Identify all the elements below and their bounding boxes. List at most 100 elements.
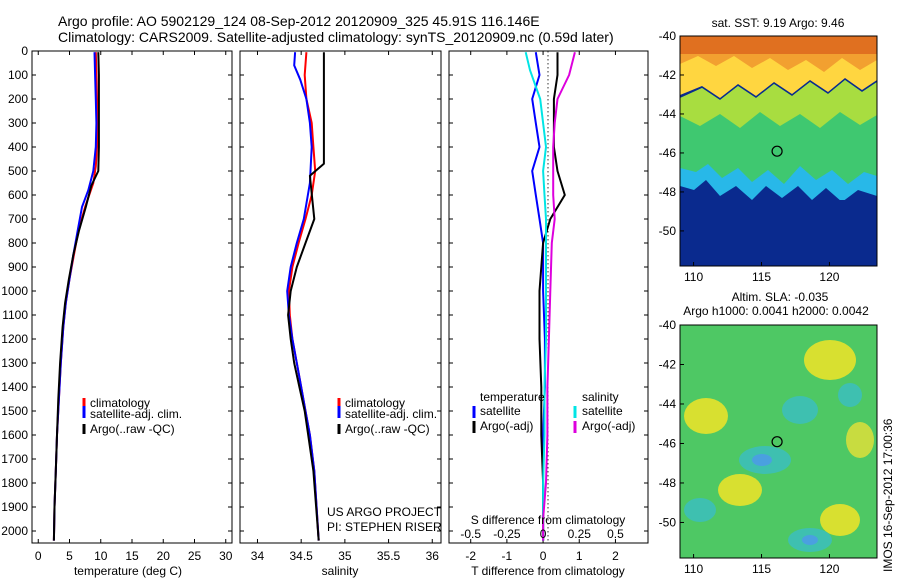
upper-x-tick-label: 0.25 bbox=[568, 527, 592, 541]
map-x-tick-label: 110 bbox=[684, 270, 703, 284]
map-x-tick-label: 115 bbox=[752, 270, 771, 284]
legend-label-argo: Argo(..raw -QC) bbox=[345, 422, 430, 436]
sst-yellowgreen-band bbox=[680, 80, 877, 128]
salinity-axes-box bbox=[239, 50, 442, 544]
y-tick-label: 0 bbox=[21, 44, 28, 58]
y-tick-label: 300 bbox=[8, 116, 28, 130]
map-x-tick-label: 110 bbox=[684, 562, 703, 576]
y-tick-label: 200 bbox=[8, 92, 28, 106]
legend-label-t-argo: Argo(-adj) bbox=[480, 419, 533, 433]
y-tick-label: 100 bbox=[8, 68, 28, 82]
sst-heatmap bbox=[680, 36, 877, 266]
map-x-tick-label: 120 bbox=[819, 562, 839, 576]
upper-x-tick-label: 0.5 bbox=[607, 527, 624, 541]
map-y-tick-label: -40 bbox=[659, 29, 677, 43]
temperature-legend: climatology satellite-adj. clim. Argo(..… bbox=[82, 396, 182, 436]
y-tick-label: 1400 bbox=[1, 380, 28, 394]
map-y-tick-label: -44 bbox=[659, 107, 677, 121]
sst-cold-band bbox=[680, 180, 877, 202]
sla-map-title-line-1: Altim. SLA: -0.035 bbox=[732, 290, 829, 304]
upper-x-tick-label: -0.25 bbox=[493, 527, 521, 541]
sla-yellow-patch bbox=[820, 504, 860, 536]
sla-blue-patch bbox=[752, 454, 772, 466]
temperature-panel: 0100200300400500600700800900100011001200… bbox=[1, 44, 232, 578]
y-tick-label: 700 bbox=[8, 212, 28, 226]
y-tick-label: 1000 bbox=[1, 284, 28, 298]
series-line-argo-raw-qc bbox=[52, 52, 100, 541]
sla-yellow-patch bbox=[846, 422, 874, 458]
upper-x-tick-label: 0 bbox=[540, 527, 547, 541]
map-y-tick-label: -46 bbox=[659, 436, 677, 450]
sst-argo-position-marker bbox=[771, 145, 783, 157]
x-tick-label: 34.5 bbox=[289, 549, 313, 563]
legend-label-s-satellite: satellite bbox=[582, 404, 623, 418]
map-y-tick-label: -50 bbox=[659, 224, 677, 238]
x-tick-label: 10 bbox=[94, 549, 108, 563]
legend-heading-salinity: salinity bbox=[582, 390, 619, 404]
sla-cyan-patch bbox=[684, 498, 716, 522]
sla-blue-patch bbox=[802, 535, 818, 545]
x-tick-label: -1 bbox=[502, 549, 513, 563]
x-tick-label: 34 bbox=[251, 549, 265, 563]
sla-map-title-line-2: Argo h1000: 0.0041 h2000: 0.0042 bbox=[683, 304, 869, 318]
sst-lower-deep bbox=[680, 200, 877, 266]
t-difference-x-axis-label: T difference from climatology bbox=[471, 564, 625, 578]
temperature-axes-box bbox=[31, 50, 233, 544]
temperature-difference-legend: temperature satellite Argo(-adj) bbox=[472, 390, 545, 433]
map-y-tick-label: -40 bbox=[659, 318, 677, 332]
map-y-tick-label: -48 bbox=[659, 185, 677, 199]
x-tick-label: 2 bbox=[612, 549, 619, 563]
y-tick-label: 2000 bbox=[1, 524, 28, 538]
legend-label-climatology: climatology bbox=[90, 396, 150, 410]
y-tick-label: 1700 bbox=[1, 452, 28, 466]
series-line-s-argo-adj bbox=[542, 51, 576, 541]
y-tick-label: 800 bbox=[8, 236, 28, 250]
map-y-tick-label: -42 bbox=[659, 68, 677, 82]
s-difference-axis-label: S difference from climatology bbox=[471, 513, 626, 527]
y-tick-label: 1800 bbox=[1, 476, 28, 490]
x-tick-label: 30 bbox=[219, 549, 233, 563]
y-tick-label: 1300 bbox=[1, 356, 28, 370]
x-tick-label: 35 bbox=[338, 549, 352, 563]
difference-panel: -2 -1 0 1 2 T difference from climatology S … bbox=[448, 50, 649, 578]
sla-cyan-patch bbox=[838, 383, 862, 407]
title-line-1: Argo profile: AO 5902129_124 08-Sep-2012… bbox=[58, 13, 540, 29]
sst-map-frame bbox=[679, 35, 878, 267]
salinity-panel: 34 34.5 35 35.5 36 salinity climatology sate… bbox=[239, 50, 442, 578]
sst-hot-patch bbox=[680, 36, 877, 54]
x-tick-label: -2 bbox=[465, 549, 476, 563]
sla-cyan-patch bbox=[782, 396, 818, 424]
project-annotation: US ARGO PROJECT bbox=[327, 505, 442, 519]
sla-yellow-patch bbox=[804, 340, 856, 380]
y-tick-label: 1900 bbox=[1, 500, 28, 514]
sla-argo-position-marker bbox=[771, 436, 783, 448]
legend-label-satellite: satellite-adj. clim. bbox=[345, 407, 437, 421]
title-line-2: Climatology: CARS2009. Satellite-adjuste… bbox=[58, 29, 614, 45]
y-tick-label: 500 bbox=[8, 164, 28, 178]
map-y-tick-label: -50 bbox=[659, 515, 677, 529]
map-x-tick-label: 115 bbox=[752, 562, 771, 576]
y-tick-label: 400 bbox=[8, 140, 28, 154]
x-tick-label: 25 bbox=[188, 549, 202, 563]
map-x-tick-label: 120 bbox=[819, 270, 839, 284]
map-y-tick-label: -42 bbox=[659, 357, 677, 371]
map-y-tick-label: -46 bbox=[659, 146, 677, 160]
map-y-tick-label: -44 bbox=[659, 397, 677, 411]
x-tick-label: 1 bbox=[576, 549, 583, 563]
legend-label-s-argo: Argo(-adj) bbox=[582, 419, 635, 433]
legend-heading-temperature: temperature bbox=[480, 390, 545, 404]
x-tick-label: 5 bbox=[66, 549, 73, 563]
salinity-x-axis-label: salinity bbox=[322, 564, 359, 578]
sst-map-title: sat. SST: 9.19 Argo: 9.46 bbox=[712, 16, 845, 30]
y-tick-label: 900 bbox=[8, 260, 28, 274]
y-tick-label: 1200 bbox=[1, 332, 28, 346]
y-tick-label: 1500 bbox=[1, 404, 28, 418]
x-tick-label: 15 bbox=[125, 549, 139, 563]
legend-label-climatology: climatology bbox=[345, 396, 405, 410]
y-tick-label: 600 bbox=[8, 188, 28, 202]
x-tick-label: 0 bbox=[35, 549, 42, 563]
y-tick-label: 1100 bbox=[2, 308, 28, 322]
temperature-x-axis-label: temperature (deg C) bbox=[74, 564, 182, 578]
pi-annotation: PI: STEPHEN RISER bbox=[327, 520, 442, 534]
legend-label-argo: Argo(..raw -QC) bbox=[90, 422, 175, 436]
